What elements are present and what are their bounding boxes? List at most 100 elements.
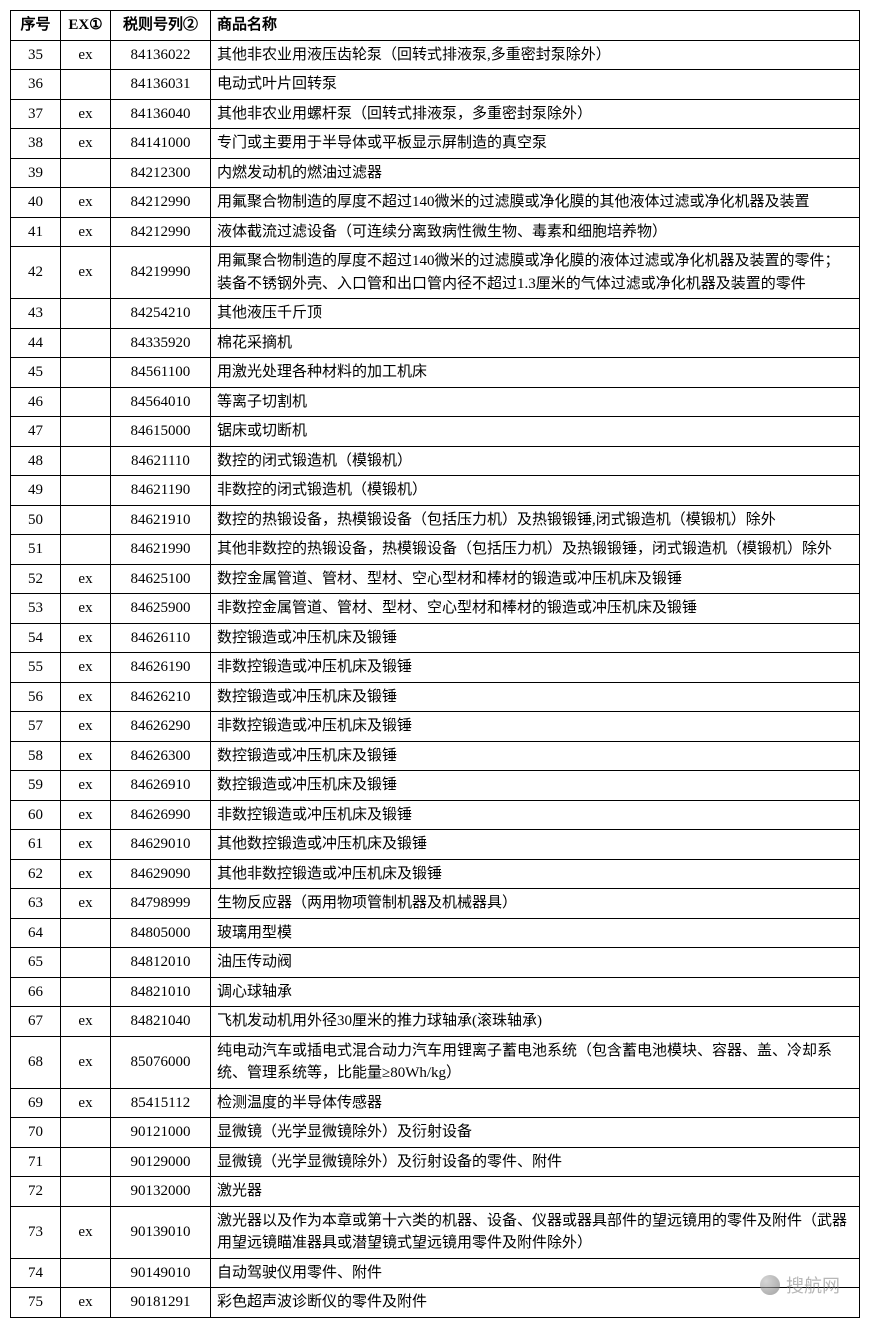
cell-ex: ex — [61, 1007, 111, 1037]
cell-code: 84626990 — [111, 800, 211, 830]
table-row: 4384254210其他液压千斤顶 — [11, 299, 860, 329]
cell-seq: 37 — [11, 99, 61, 129]
cell-name: 数控锻造或冲压机床及锻锤 — [211, 771, 860, 801]
table-row: 7490149010自动驾驶仪用零件、附件 — [11, 1258, 860, 1288]
cell-seq: 65 — [11, 948, 61, 978]
cell-code: 84626300 — [111, 741, 211, 771]
table-row: 37ex84136040其他非农业用螺杆泵（回转式排液泵，多重密封泵除外） — [11, 99, 860, 129]
cell-name: 非数控锻造或冲压机床及锻锤 — [211, 653, 860, 683]
cell-seq: 43 — [11, 299, 61, 329]
cell-seq: 49 — [11, 476, 61, 506]
cell-code: 84805000 — [111, 918, 211, 948]
table-row: 61ex84629010其他数控锻造或冲压机床及锻锤 — [11, 830, 860, 860]
cell-seq: 56 — [11, 682, 61, 712]
table-row: 6484805000玻璃用型模 — [11, 918, 860, 948]
header-code: 税则号列② — [111, 11, 211, 41]
cell-seq: 41 — [11, 217, 61, 247]
cell-seq: 35 — [11, 40, 61, 70]
cell-ex — [61, 948, 111, 978]
cell-seq: 39 — [11, 158, 61, 188]
cell-name: 电动式叶片回转泵 — [211, 70, 860, 100]
table-row: 4684564010等离子切割机 — [11, 387, 860, 417]
cell-ex: ex — [61, 800, 111, 830]
table-row: 4984621190非数控的闭式锻造机（模锻机） — [11, 476, 860, 506]
cell-seq: 66 — [11, 977, 61, 1007]
cell-code: 84821010 — [111, 977, 211, 1007]
cell-ex — [61, 387, 111, 417]
cell-ex: ex — [61, 247, 111, 299]
cell-code: 84626110 — [111, 623, 211, 653]
cell-code: 84219990 — [111, 247, 211, 299]
cell-ex: ex — [61, 1206, 111, 1258]
cell-code: 84615000 — [111, 417, 211, 447]
cell-code: 84821040 — [111, 1007, 211, 1037]
cell-name: 其他非数控锻造或冲压机床及锻锤 — [211, 859, 860, 889]
cell-code: 90149010 — [111, 1258, 211, 1288]
cell-seq: 62 — [11, 859, 61, 889]
cell-code: 84626210 — [111, 682, 211, 712]
cell-name: 油压传动阀 — [211, 948, 860, 978]
table-row: 67ex84821040飞机发动机用外径30厘米的推力球轴承(滚珠轴承) — [11, 1007, 860, 1037]
cell-name: 非数控锻造或冲压机床及锻锤 — [211, 712, 860, 742]
cell-ex — [61, 476, 111, 506]
cell-name: 棉花采摘机 — [211, 328, 860, 358]
cell-ex — [61, 1258, 111, 1288]
table-row: 4884621110数控的闭式锻造机（模锻机） — [11, 446, 860, 476]
table-row: 57ex84626290非数控锻造或冲压机床及锻锤 — [11, 712, 860, 742]
cell-name: 纯电动汽车或插电式混合动力汽车用锂离子蓄电池系统（包含蓄电池模块、容器、盖、冷却… — [211, 1036, 860, 1088]
cell-ex: ex — [61, 859, 111, 889]
cell-code: 84561100 — [111, 358, 211, 388]
cell-ex: ex — [61, 1088, 111, 1118]
cell-name: 检测温度的半导体传感器 — [211, 1088, 860, 1118]
cell-seq: 47 — [11, 417, 61, 447]
cell-code: 84335920 — [111, 328, 211, 358]
cell-ex — [61, 1147, 111, 1177]
cell-seq: 42 — [11, 247, 61, 299]
cell-code: 85076000 — [111, 1036, 211, 1088]
cell-name: 数控的闭式锻造机（模锻机） — [211, 446, 860, 476]
cell-ex: ex — [61, 653, 111, 683]
cell-name: 飞机发动机用外径30厘米的推力球轴承(滚珠轴承) — [211, 1007, 860, 1037]
cell-ex: ex — [61, 99, 111, 129]
table-row: 7190129000显微镜（光学显微镜除外）及衍射设备的零件、附件 — [11, 1147, 860, 1177]
cell-ex: ex — [61, 830, 111, 860]
cell-seq: 70 — [11, 1118, 61, 1148]
table-row: 62ex84629090其他非数控锻造或冲压机床及锻锤 — [11, 859, 860, 889]
cell-ex: ex — [61, 594, 111, 624]
cell-seq: 71 — [11, 1147, 61, 1177]
cell-name: 其他非农业用液压齿轮泵（回转式排液泵,多重密封泵除外） — [211, 40, 860, 70]
table-row: 4584561100用激光处理各种材料的加工机床 — [11, 358, 860, 388]
cell-name: 用氟聚合物制造的厚度不超过140微米的过滤膜或净化膜的液体过滤或净化机器及装置的… — [211, 247, 860, 299]
header-ex: EX① — [61, 11, 111, 41]
cell-ex: ex — [61, 1036, 111, 1088]
header-name: 商品名称 — [211, 11, 860, 41]
cell-name: 非数控锻造或冲压机床及锻锤 — [211, 800, 860, 830]
cell-ex — [61, 505, 111, 535]
cell-seq: 50 — [11, 505, 61, 535]
cell-seq: 58 — [11, 741, 61, 771]
cell-name: 显微镜（光学显微镜除外）及衍射设备 — [211, 1118, 860, 1148]
cell-name: 数控锻造或冲压机床及锻锤 — [211, 741, 860, 771]
table-row: 59ex84626910数控锻造或冲压机床及锻锤 — [11, 771, 860, 801]
cell-code: 84626290 — [111, 712, 211, 742]
cell-seq: 73 — [11, 1206, 61, 1258]
cell-ex — [61, 535, 111, 565]
cell-code: 84812010 — [111, 948, 211, 978]
cell-name: 数控的热锻设备，热模锻设备（包括压力机）及热锻锻锤,闭式锻造机（模锻机）除外 — [211, 505, 860, 535]
cell-ex — [61, 358, 111, 388]
cell-seq: 69 — [11, 1088, 61, 1118]
cell-name: 其他非农业用螺杆泵（回转式排液泵，多重密封泵除外） — [211, 99, 860, 129]
table-row: 4484335920棉花采摘机 — [11, 328, 860, 358]
cell-seq: 52 — [11, 564, 61, 594]
cell-seq: 53 — [11, 594, 61, 624]
cell-ex: ex — [61, 564, 111, 594]
cell-code: 84625100 — [111, 564, 211, 594]
cell-name: 显微镜（光学显微镜除外）及衍射设备的零件、附件 — [211, 1147, 860, 1177]
table-row: 6684821010调心球轴承 — [11, 977, 860, 1007]
cell-seq: 48 — [11, 446, 61, 476]
cell-ex: ex — [61, 217, 111, 247]
table-row: 54ex84626110数控锻造或冲压机床及锻锤 — [11, 623, 860, 653]
cell-seq: 57 — [11, 712, 61, 742]
cell-name: 其他非数控的热锻设备，热模锻设备（包括压力机）及热锻锻锤，闭式锻造机（模锻机）除… — [211, 535, 860, 565]
cell-ex: ex — [61, 40, 111, 70]
